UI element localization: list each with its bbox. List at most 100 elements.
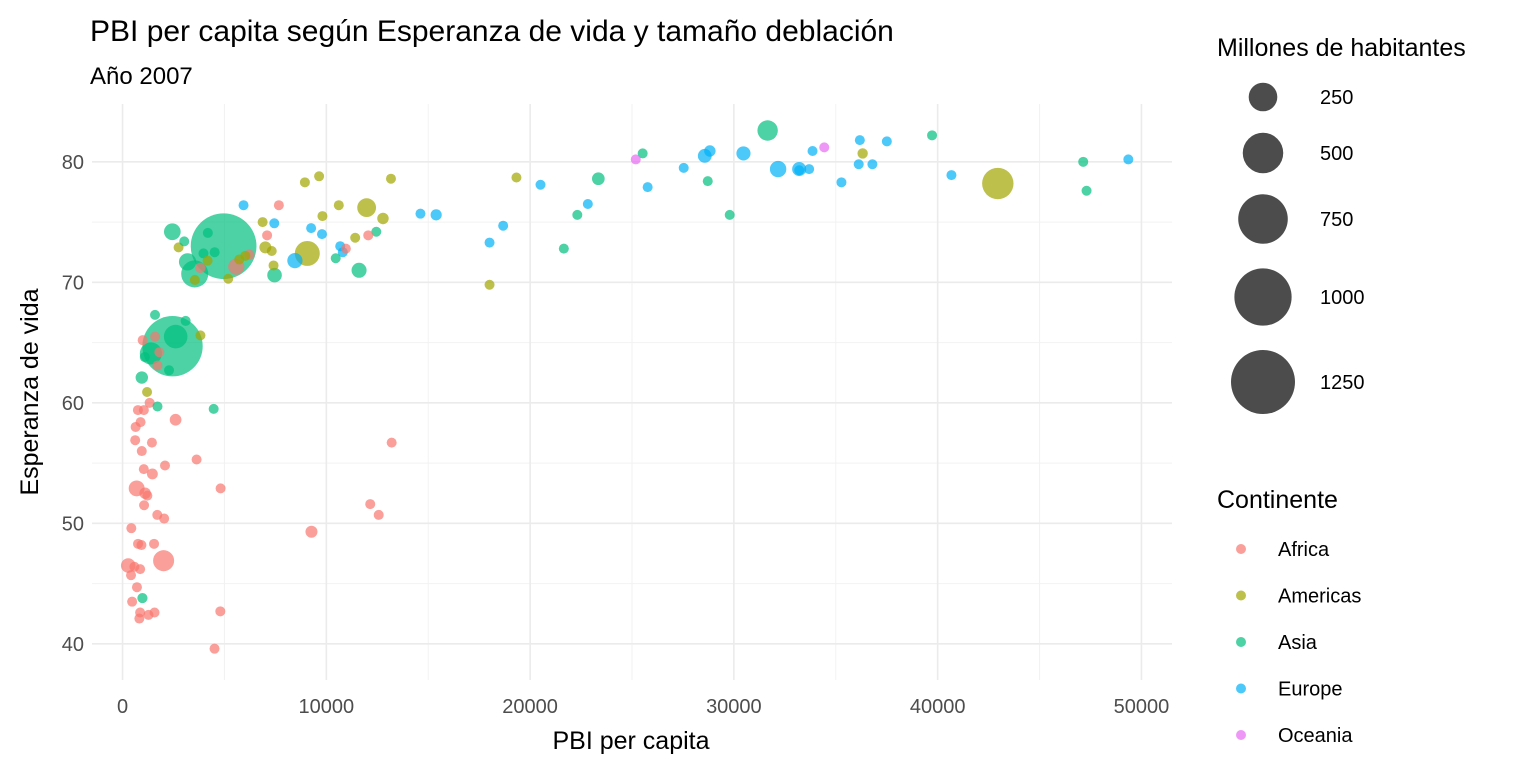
data-point-americas — [142, 387, 153, 397]
data-point-americas — [314, 171, 325, 182]
data-point-americas — [982, 167, 1014, 200]
data-point-europe — [582, 199, 593, 210]
data-point-africa — [136, 446, 147, 457]
data-point-africa — [127, 596, 138, 607]
data-point-europe — [642, 182, 653, 193]
x-tick-label: 30000 — [706, 696, 762, 718]
data-point-europe — [854, 135, 865, 146]
data-point-asia — [137, 592, 148, 604]
data-point-asia — [198, 248, 209, 259]
y-axis-label: Esperanza de vida — [16, 288, 44, 495]
data-point-europe — [678, 162, 689, 173]
data-point-asia — [1078, 156, 1089, 167]
chart-subtitle: Año 2007 — [90, 63, 193, 90]
data-point-europe — [704, 145, 716, 157]
data-point-asia — [135, 371, 149, 384]
data-point-asia — [724, 209, 735, 220]
data-point-europe — [287, 253, 303, 269]
data-point-americas — [857, 148, 868, 159]
data-point-africa — [340, 243, 351, 254]
y-tick-label: 80 — [62, 152, 84, 174]
data-point-asia — [150, 309, 161, 320]
data-point-africa — [135, 607, 146, 618]
data-point-asia — [152, 401, 163, 412]
data-point-africa — [195, 262, 206, 274]
data-point-africa — [262, 230, 273, 241]
data-point-asia — [163, 223, 181, 241]
size-legend-key — [1231, 350, 1295, 414]
data-point-africa — [130, 421, 141, 432]
size-legend-label: 1250 — [1320, 372, 1365, 394]
data-point-asia — [267, 267, 282, 283]
data-point-americas — [299, 177, 310, 188]
data-point-asia — [180, 315, 191, 326]
data-point-europe — [535, 179, 546, 190]
data-point-africa — [138, 464, 149, 475]
data-point-americas — [333, 200, 344, 211]
data-point-asia — [702, 176, 713, 187]
size-legend-label: 250 — [1320, 87, 1353, 109]
data-point-africa — [215, 606, 226, 617]
data-point-africa — [159, 460, 170, 471]
data-point-americas — [377, 212, 389, 225]
data-point-americas — [257, 217, 268, 228]
data-point-asia — [1081, 185, 1092, 196]
data-point-africa — [132, 405, 143, 416]
data-point-africa — [154, 347, 165, 358]
data-point-europe — [430, 209, 442, 221]
data-point-americas — [223, 273, 234, 284]
data-point-oceania — [819, 142, 830, 153]
data-point-europe — [867, 159, 878, 170]
x-axis-ticks: 0 10000 20000 30000 40000 50000 — [117, 696, 1169, 718]
data-point-africa — [273, 200, 284, 211]
color-legend-label: Europe — [1278, 679, 1343, 701]
data-point-asia — [637, 148, 648, 159]
size-legend-title: Millones de habitantes — [1217, 34, 1466, 62]
data-point-africa — [215, 483, 226, 494]
data-point-asia — [163, 324, 188, 349]
data-point-asia — [139, 352, 150, 363]
data-point-asia — [757, 120, 778, 141]
data-point-africa — [149, 607, 160, 618]
color-legend-label: Asia — [1278, 632, 1318, 654]
color-legend-label: Americas — [1278, 586, 1361, 608]
x-axis-label: PBI per capita — [552, 727, 709, 755]
data-point-asia — [208, 403, 219, 414]
data-point-europe — [807, 145, 818, 156]
color-legend-key-oceania — [1236, 730, 1246, 740]
data-point-europe — [836, 177, 847, 188]
color-legend-label: Africa — [1278, 539, 1330, 561]
data-point-europe — [238, 200, 249, 211]
data-point-americas — [234, 254, 245, 265]
data-point-africa — [126, 523, 137, 534]
data-point-africa — [153, 550, 175, 572]
x-tick-label: 10000 — [299, 696, 355, 718]
data-point-asia — [371, 226, 382, 237]
data-point-americas — [511, 172, 522, 183]
data-point-asia — [330, 253, 341, 264]
color-legend-key-africa — [1236, 544, 1246, 554]
data-point-asia — [178, 253, 197, 271]
x-tick-label: 20000 — [502, 696, 558, 718]
data-point-africa — [373, 509, 384, 520]
data-point-asia — [202, 227, 213, 238]
data-point-americas — [202, 255, 213, 266]
x-tick-label: 0 — [117, 696, 128, 718]
data-point-asia — [558, 243, 569, 254]
size-legend-key — [1248, 82, 1278, 112]
size-legend-key — [1242, 132, 1284, 174]
data-point-asia — [209, 247, 220, 258]
data-point-europe — [946, 170, 957, 181]
data-point-africa — [363, 230, 374, 241]
data-point-americas — [357, 198, 377, 218]
data-point-asia — [164, 365, 175, 376]
data-point-europe — [415, 208, 426, 219]
y-axis-ticks: 40 50 60 70 80 — [62, 152, 84, 656]
size-legend-label: 750 — [1320, 209, 1353, 231]
data-point-africa — [209, 643, 220, 654]
data-points — [120, 120, 1134, 654]
data-point-americas — [350, 232, 361, 243]
data-point-americas — [317, 211, 328, 222]
color-legend: Africa Americas Asia Europe Oceania — [1236, 539, 1361, 747]
data-point-africa — [146, 437, 157, 448]
